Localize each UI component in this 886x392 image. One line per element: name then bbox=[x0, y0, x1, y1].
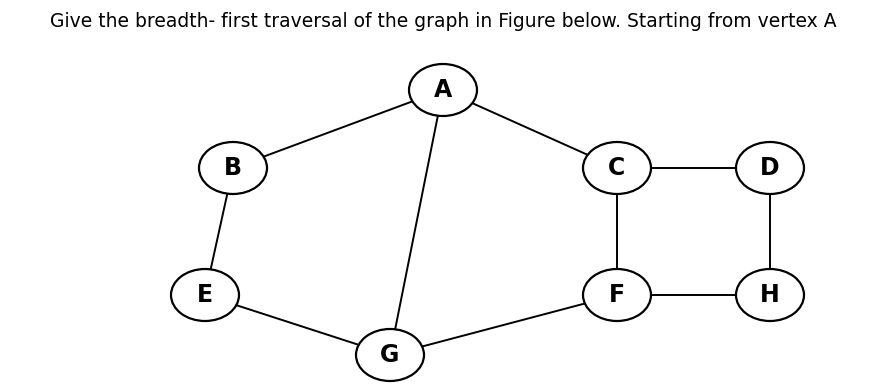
Ellipse shape bbox=[171, 269, 238, 321]
Ellipse shape bbox=[408, 64, 477, 116]
Ellipse shape bbox=[735, 142, 803, 194]
Text: Give the breadth- first traversal of the graph in Figure below. Starting from ve: Give the breadth- first traversal of the… bbox=[51, 12, 835, 31]
Text: C: C bbox=[608, 156, 625, 180]
Text: F: F bbox=[609, 283, 625, 307]
Ellipse shape bbox=[582, 142, 650, 194]
Text: B: B bbox=[224, 156, 242, 180]
Ellipse shape bbox=[735, 269, 803, 321]
Text: D: D bbox=[759, 156, 779, 180]
Ellipse shape bbox=[198, 142, 267, 194]
Ellipse shape bbox=[582, 269, 650, 321]
Ellipse shape bbox=[355, 329, 424, 381]
Text: G: G bbox=[380, 343, 400, 367]
Text: E: E bbox=[197, 283, 213, 307]
Text: H: H bbox=[759, 283, 779, 307]
Text: A: A bbox=[433, 78, 452, 102]
